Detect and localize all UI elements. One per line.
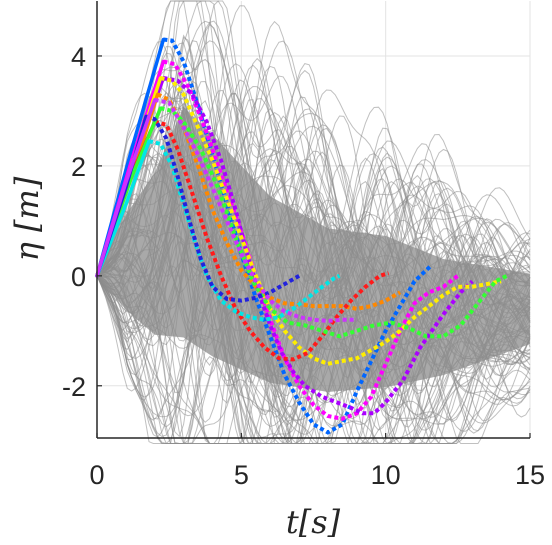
series-line-dotted — [160, 106, 508, 339]
axes — [96, 1, 531, 439]
series-group — [95, 37, 508, 435]
series-line-dotted — [145, 114, 301, 303]
series-line-dotted — [156, 92, 402, 311]
series-line-dotted — [148, 139, 341, 322]
x-axis-label: t[s] — [286, 503, 341, 541]
series-line-dotted — [160, 76, 502, 366]
x-tick-label: 0 — [89, 460, 104, 490]
series-line-dotted — [154, 97, 357, 323]
background-trace — [96, 20, 531, 312]
y-axis-label: η [m] — [8, 176, 46, 261]
series-line-dotted — [163, 76, 474, 416]
background-trace — [96, 66, 531, 283]
series-line-dotted — [162, 59, 460, 421]
x-tick-label: 10 — [371, 460, 401, 490]
background-trace — [96, 96, 531, 322]
series-line-dotted — [163, 37, 434, 435]
background-traces — [96, 0, 531, 445]
x-tick-label: 15 — [515, 460, 545, 490]
y-tick-label: -2 — [62, 372, 86, 402]
y-tick-label: 2 — [71, 152, 86, 182]
tick-labels: 0 5 10 15 -2 0 2 4 — [62, 42, 545, 490]
x-tick-label: 5 — [234, 460, 249, 490]
series-line-solid — [95, 98, 157, 278]
background-trace — [96, 97, 531, 318]
y-tick-label: 4 — [71, 42, 86, 72]
series-line-dotted — [154, 119, 390, 362]
background-band — [97, 107, 530, 392]
y-tick-label: 0 — [71, 262, 86, 292]
background-trace — [96, 0, 531, 314]
